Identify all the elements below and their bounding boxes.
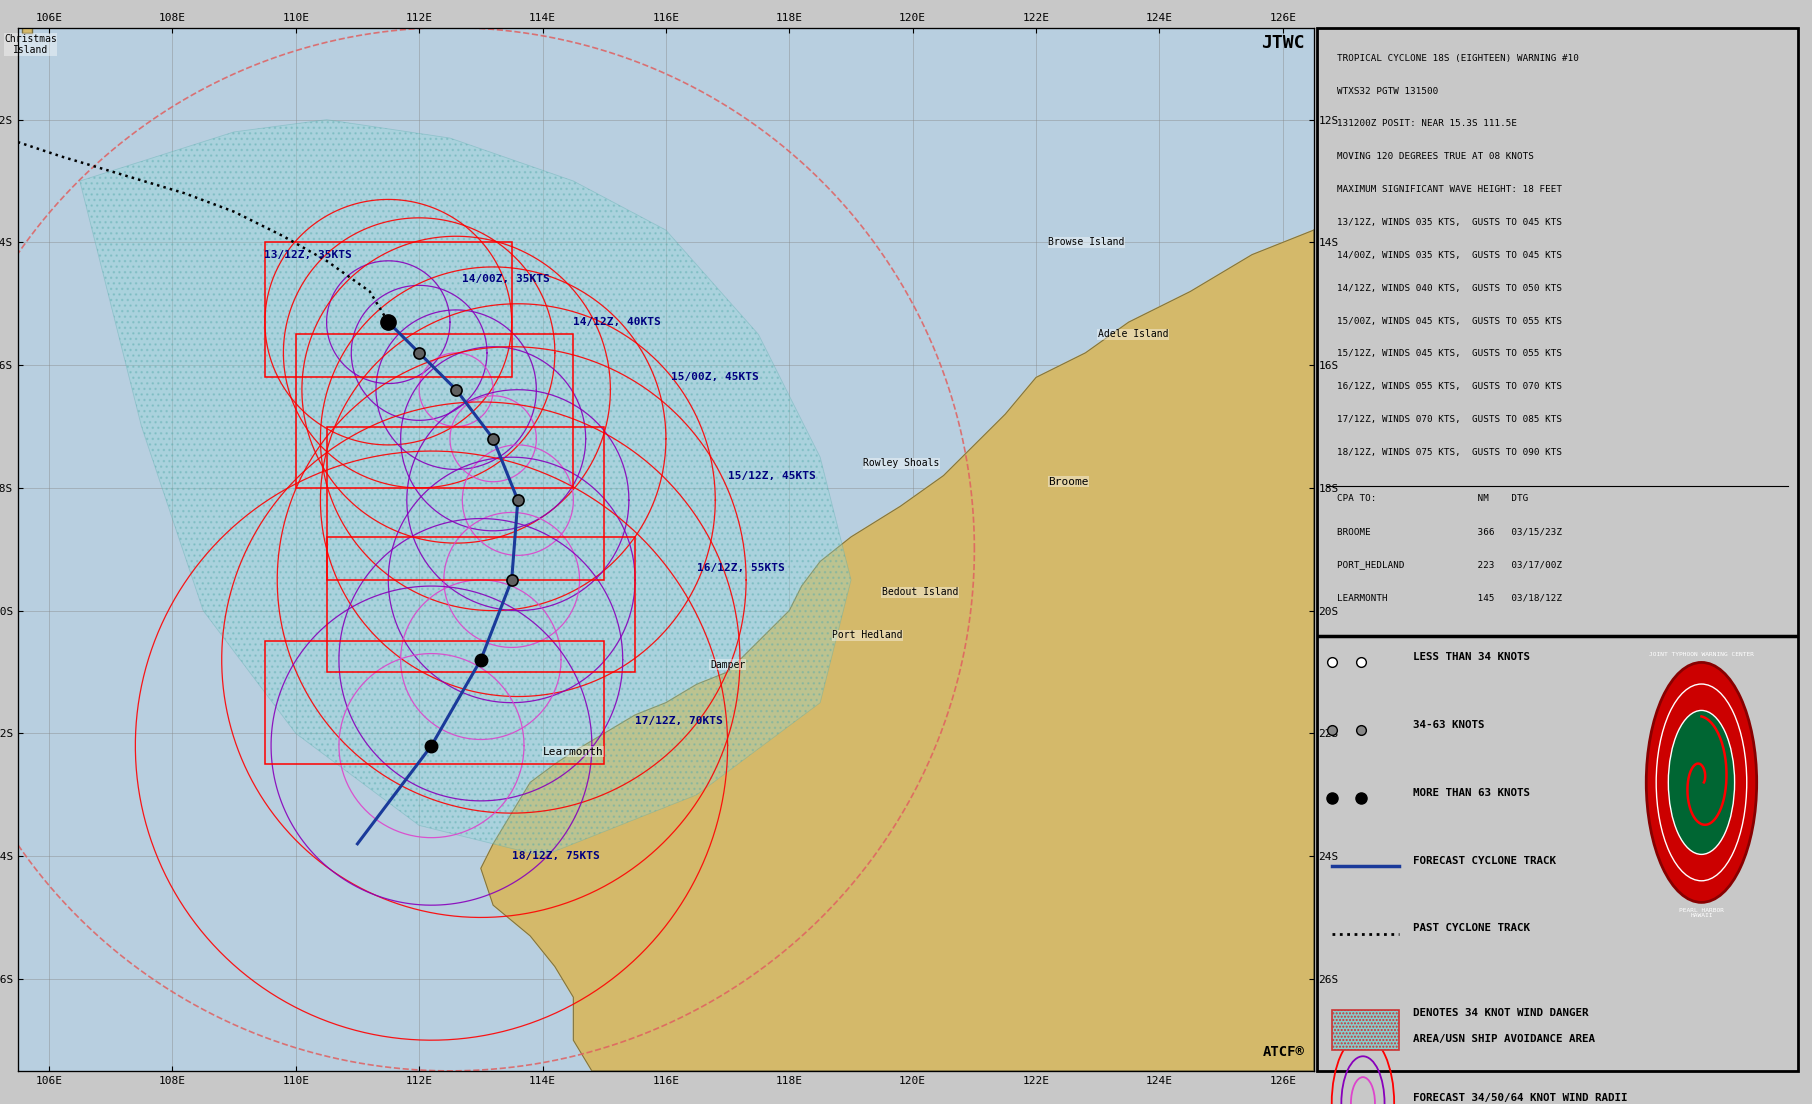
Text: LEARMONTH                145   03/18/12Z: LEARMONTH 145 03/18/12Z [1337, 593, 1562, 602]
Text: 18/12Z, 75KTS: 18/12Z, 75KTS [511, 851, 600, 861]
Text: Port Hedland: Port Hedland [832, 630, 902, 640]
Text: TROPICAL CYCLONE 18S (EIGHTEEN) WARNING #10: TROPICAL CYCLONE 18S (EIGHTEEN) WARNING … [1337, 54, 1578, 63]
Text: 16/12Z, 55KTS: 16/12Z, 55KTS [698, 563, 785, 573]
Text: Rowley Shoals: Rowley Shoals [863, 458, 940, 468]
Text: LESS THAN 34 KNOTS: LESS THAN 34 KNOTS [1413, 652, 1531, 662]
Text: 16/12Z, WINDS 055 KTS,  GUSTS TO 070 KTS: 16/12Z, WINDS 055 KTS, GUSTS TO 070 KTS [1337, 382, 1562, 391]
Text: PAST CYCLONE TRACK: PAST CYCLONE TRACK [1413, 923, 1531, 934]
Text: Christmas
Island: Christmas Island [4, 34, 56, 55]
Text: DENOTES 34 KNOT WIND DANGER: DENOTES 34 KNOT WIND DANGER [1413, 1008, 1589, 1018]
Text: 14/00Z, 35KTS: 14/00Z, 35KTS [462, 274, 549, 284]
Text: 15/00Z, WINDS 045 KTS,  GUSTS TO 055 KTS: 15/00Z, WINDS 045 KTS, GUSTS TO 055 KTS [1337, 317, 1562, 326]
Circle shape [1647, 662, 1756, 902]
Text: ATCF®: ATCF® [1263, 1044, 1305, 1059]
Text: Broome: Broome [1049, 477, 1089, 487]
Text: 15/00Z, 45KTS: 15/00Z, 45KTS [672, 372, 759, 382]
Text: 14/00Z, WINDS 035 KTS,  GUSTS TO 045 KTS: 14/00Z, WINDS 035 KTS, GUSTS TO 045 KTS [1337, 251, 1562, 259]
Text: PEARL HARBOR
HAWAII: PEARL HARBOR HAWAII [1680, 907, 1723, 919]
Text: 13/12Z, WINDS 035 KTS,  GUSTS TO 045 KTS: 13/12Z, WINDS 035 KTS, GUSTS TO 045 KTS [1337, 217, 1562, 227]
Text: Bedout Island: Bedout Island [882, 587, 959, 597]
Text: 14/12Z, 40KTS: 14/12Z, 40KTS [573, 317, 660, 327]
FancyBboxPatch shape [1332, 1010, 1399, 1050]
Circle shape [1669, 711, 1734, 854]
Text: 13/12Z, 35KTS: 13/12Z, 35KTS [265, 250, 352, 259]
Text: 14/12Z, WINDS 040 KTS,  GUSTS TO 050 KTS: 14/12Z, WINDS 040 KTS, GUSTS TO 050 KTS [1337, 284, 1562, 293]
Text: MOVING 120 DEGREES TRUE AT 08 KNOTS: MOVING 120 DEGREES TRUE AT 08 KNOTS [1337, 152, 1533, 161]
Text: 15/12Z, WINDS 045 KTS,  GUSTS TO 055 KTS: 15/12Z, WINDS 045 KTS, GUSTS TO 055 KTS [1337, 350, 1562, 359]
Text: PORT_HEDLAND             223   03/17/00Z: PORT_HEDLAND 223 03/17/00Z [1337, 560, 1562, 570]
Text: BROOME                   366   03/15/23Z: BROOME 366 03/15/23Z [1337, 528, 1562, 537]
Text: 18/12Z, WINDS 075 KTS,  GUSTS TO 090 KTS: 18/12Z, WINDS 075 KTS, GUSTS TO 090 KTS [1337, 448, 1562, 457]
Text: AREA/USN SHIP AVOIDANCE AREA: AREA/USN SHIP AVOIDANCE AREA [1413, 1034, 1595, 1044]
Polygon shape [480, 230, 1314, 1071]
Bar [326, 537, 634, 672]
Text: 131200Z POSIT: NEAR 15.3S 111.5E: 131200Z POSIT: NEAR 15.3S 111.5E [1337, 119, 1517, 128]
Bar [326, 426, 603, 580]
Polygon shape [80, 119, 852, 856]
Text: Adele Island: Adele Island [1098, 329, 1169, 339]
Text: 15/12Z, 45KTS: 15/12Z, 45KTS [728, 470, 815, 480]
Text: 17/12Z, WINDS 070 KTS,  GUSTS TO 085 KTS: 17/12Z, WINDS 070 KTS, GUSTS TO 085 KTS [1337, 415, 1562, 424]
Text: JOINT TYPHOON WARNING CENTER: JOINT TYPHOON WARNING CENTER [1649, 652, 1754, 657]
Text: 17/12Z, 70KTS: 17/12Z, 70KTS [634, 716, 723, 726]
Text: Damper: Damper [710, 660, 745, 670]
Text: WTXS32 PGTW 131500: WTXS32 PGTW 131500 [1337, 86, 1437, 96]
Text: 34-63 KNOTS: 34-63 KNOTS [1413, 720, 1484, 730]
Text: Browse Island: Browse Island [1049, 237, 1125, 247]
Text: Learmonth: Learmonth [542, 746, 603, 756]
Text: MORE THAN 63 KNOTS: MORE THAN 63 KNOTS [1413, 788, 1531, 798]
Bar [295, 335, 573, 488]
Bar [265, 641, 603, 764]
Bar [265, 243, 511, 378]
Text: FORECAST CYCLONE TRACK: FORECAST CYCLONE TRACK [1413, 856, 1557, 866]
Text: CPA TO:                  NM    DTG: CPA TO: NM DTG [1337, 495, 1528, 503]
Text: MAXIMUM SIGNIFICANT WAVE HEIGHT: 18 FEET: MAXIMUM SIGNIFICANT WAVE HEIGHT: 18 FEET [1337, 185, 1562, 194]
Text: FORECAST 34/50/64 KNOT WIND RADII: FORECAST 34/50/64 KNOT WIND RADII [1413, 1093, 1627, 1103]
Text: JTWC: JTWC [1261, 34, 1305, 52]
